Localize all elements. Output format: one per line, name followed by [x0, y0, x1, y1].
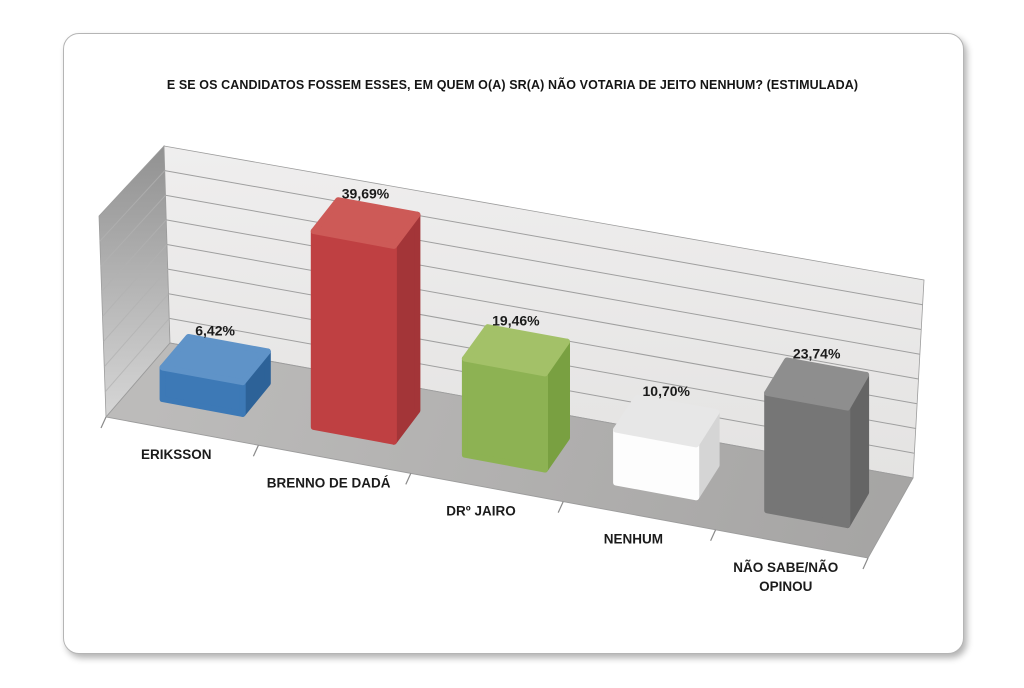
axis-tick [862, 557, 869, 570]
bar-brenno-de-dada [310, 197, 421, 445]
category-label: NENHUM [604, 532, 663, 547]
bar-face-top [613, 394, 720, 448]
value-label: 6,42% [195, 322, 235, 338]
axis-tick [557, 501, 564, 513]
gridline [164, 170, 923, 306]
gridline-side [99, 170, 166, 242]
category-label: DRº JAIRO [446, 504, 515, 519]
gridline-side [101, 219, 167, 292]
value-label: 23,74% [793, 346, 841, 362]
gridline-side [102, 244, 168, 317]
value-label: 19,46% [492, 312, 540, 328]
bar-face-top [461, 324, 570, 377]
gridline-side [103, 293, 169, 368]
bar-nenhum [613, 394, 720, 501]
axis-tick [252, 444, 259, 457]
bar-dr-jairo [461, 324, 570, 473]
bar-face-front [310, 228, 397, 445]
category-label: NÃO SABE/NÃO OPINOU [733, 560, 838, 594]
bar-face-top [310, 197, 421, 249]
bar-eriksson [159, 334, 271, 417]
axis-tick [100, 416, 107, 429]
axis-tick [710, 529, 717, 542]
gridline [165, 194, 922, 330]
bar-face-front [461, 355, 548, 473]
bar-face-side [390, 211, 421, 445]
category-label: BRENNO DE DADÁ [267, 475, 391, 490]
gridline [166, 244, 919, 380]
bar-face-front [764, 389, 851, 529]
category-label: ERIKSSON [141, 447, 212, 462]
bar-face-top [764, 357, 870, 411]
bar-face-top [159, 334, 271, 386]
bar-nao-sabe-nao-opinou [764, 357, 870, 529]
axis-tick [405, 473, 412, 485]
gridline-side [104, 318, 170, 393]
gridline-side [100, 194, 166, 267]
value-label: 39,69% [342, 185, 390, 201]
chart-title: E SE OS CANDIDATOS FOSSEM ESSES, EM QUEM… [166, 78, 859, 92]
gridline [166, 219, 920, 355]
gridline-side [103, 268, 169, 342]
value-label: 10,70% [643, 383, 691, 399]
